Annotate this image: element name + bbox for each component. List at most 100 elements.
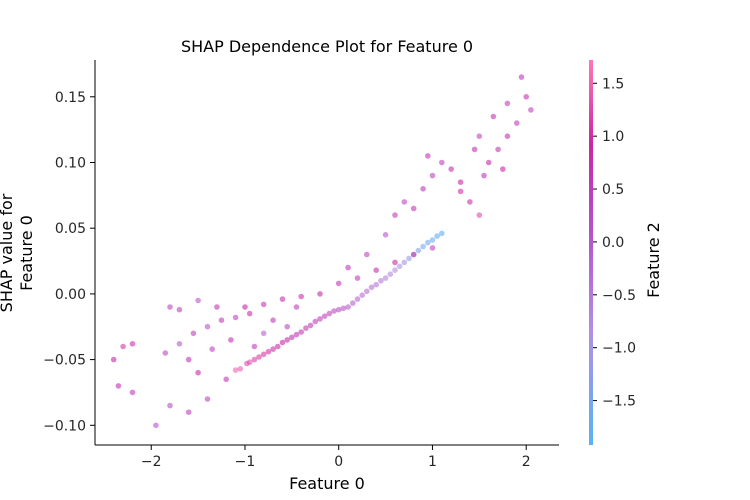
x-tick-label: 1 <box>428 454 437 470</box>
data-point <box>410 251 417 258</box>
data-point <box>476 212 483 218</box>
data-point <box>232 367 239 373</box>
data-point <box>467 199 473 205</box>
data-point <box>382 275 389 281</box>
y-axis-label-line-2: Feature 0 <box>17 215 36 291</box>
data-point <box>345 264 351 271</box>
data-point <box>289 334 295 341</box>
data-point <box>373 267 380 274</box>
data-point <box>204 323 211 330</box>
data-point <box>326 310 333 317</box>
data-point <box>307 322 314 329</box>
data-point <box>518 74 525 80</box>
data-point <box>392 259 398 266</box>
data-point <box>331 308 337 314</box>
data-point <box>195 297 201 304</box>
y-tick-label: −0.05 <box>43 353 86 369</box>
x-tick-label: 0 <box>334 454 343 470</box>
colorbar-tick-label: −1.5 <box>602 394 636 410</box>
data-point <box>481 172 487 179</box>
data-point <box>471 146 478 153</box>
data-point <box>228 337 234 343</box>
data-point <box>485 159 492 166</box>
y-tick-label: −0.10 <box>43 418 86 434</box>
data-point <box>368 284 375 291</box>
data-point <box>256 354 262 360</box>
data-point <box>190 330 197 337</box>
data-point <box>350 300 356 306</box>
data-point <box>321 313 328 320</box>
data-point <box>246 359 253 366</box>
colorbar <box>589 60 593 445</box>
y-axis-ticks: −0.10 −0.05 0.00 0.05 0.10 0.15 <box>43 90 95 434</box>
data-point <box>378 278 384 284</box>
x-tick-label: −2 <box>141 454 162 470</box>
y-tick-label: 0.15 <box>55 90 86 106</box>
data-point <box>373 281 380 288</box>
data-point <box>354 296 361 302</box>
data-point <box>176 306 183 313</box>
data-point <box>420 186 426 192</box>
data-point <box>401 259 408 266</box>
colorbar-tick-label: 1.0 <box>602 129 624 145</box>
data-point <box>429 245 436 251</box>
data-point <box>195 369 201 376</box>
data-point <box>396 263 403 270</box>
data-point <box>415 247 422 254</box>
data-point <box>429 237 436 243</box>
data-point <box>490 113 497 120</box>
data-point <box>251 356 258 363</box>
data-point <box>420 243 426 250</box>
data-point <box>242 304 248 310</box>
data-point <box>275 343 281 350</box>
data-point <box>364 288 370 295</box>
data-point <box>209 346 215 352</box>
y-tick-label: 0.05 <box>55 221 86 237</box>
data-point <box>246 310 253 317</box>
data-point <box>303 325 309 331</box>
data-point <box>523 94 529 100</box>
data-point <box>270 346 276 352</box>
data-point <box>176 341 183 347</box>
data-point <box>429 172 436 179</box>
data-point <box>387 271 394 278</box>
y-tick-label: 0.00 <box>55 287 86 303</box>
data-point <box>425 239 431 246</box>
data-point <box>167 402 173 409</box>
data-point <box>410 205 417 212</box>
data-point <box>504 100 511 107</box>
data-point <box>504 133 511 139</box>
data-point <box>392 267 398 274</box>
data-point <box>434 233 440 239</box>
colorbar-tick-label: −0.5 <box>602 288 636 304</box>
data-point <box>223 376 229 383</box>
data-point <box>457 179 464 185</box>
x-axis-label: Feature 0 <box>289 474 365 493</box>
data-point <box>364 251 370 258</box>
data-point <box>293 304 300 310</box>
colorbar-tick-label: 1.5 <box>602 76 624 92</box>
data-point <box>317 316 323 322</box>
data-point <box>406 255 412 262</box>
data-point <box>514 120 520 126</box>
data-point <box>457 188 464 195</box>
data-point <box>476 133 483 139</box>
data-point <box>162 350 169 356</box>
colorbar-tick-label: −1.0 <box>602 341 636 357</box>
data-point <box>185 409 192 416</box>
colorbar-ticks: −1.5 −1.0 −0.5 0.0 0.5 1.0 1.5 <box>593 76 636 410</box>
data-point <box>110 356 117 363</box>
data-point <box>167 304 173 310</box>
data-point <box>298 293 305 300</box>
data-point <box>359 292 366 299</box>
y-axis-label-line-1: SHAP value for <box>0 193 16 312</box>
data-point <box>270 317 276 324</box>
data-point <box>298 329 305 335</box>
data-point <box>284 337 291 343</box>
colorbar-label: Feature 2 <box>644 222 663 298</box>
data-point <box>425 153 431 159</box>
x-tick-label: 2 <box>522 454 531 470</box>
data-point <box>265 348 272 355</box>
data-point <box>260 330 267 337</box>
